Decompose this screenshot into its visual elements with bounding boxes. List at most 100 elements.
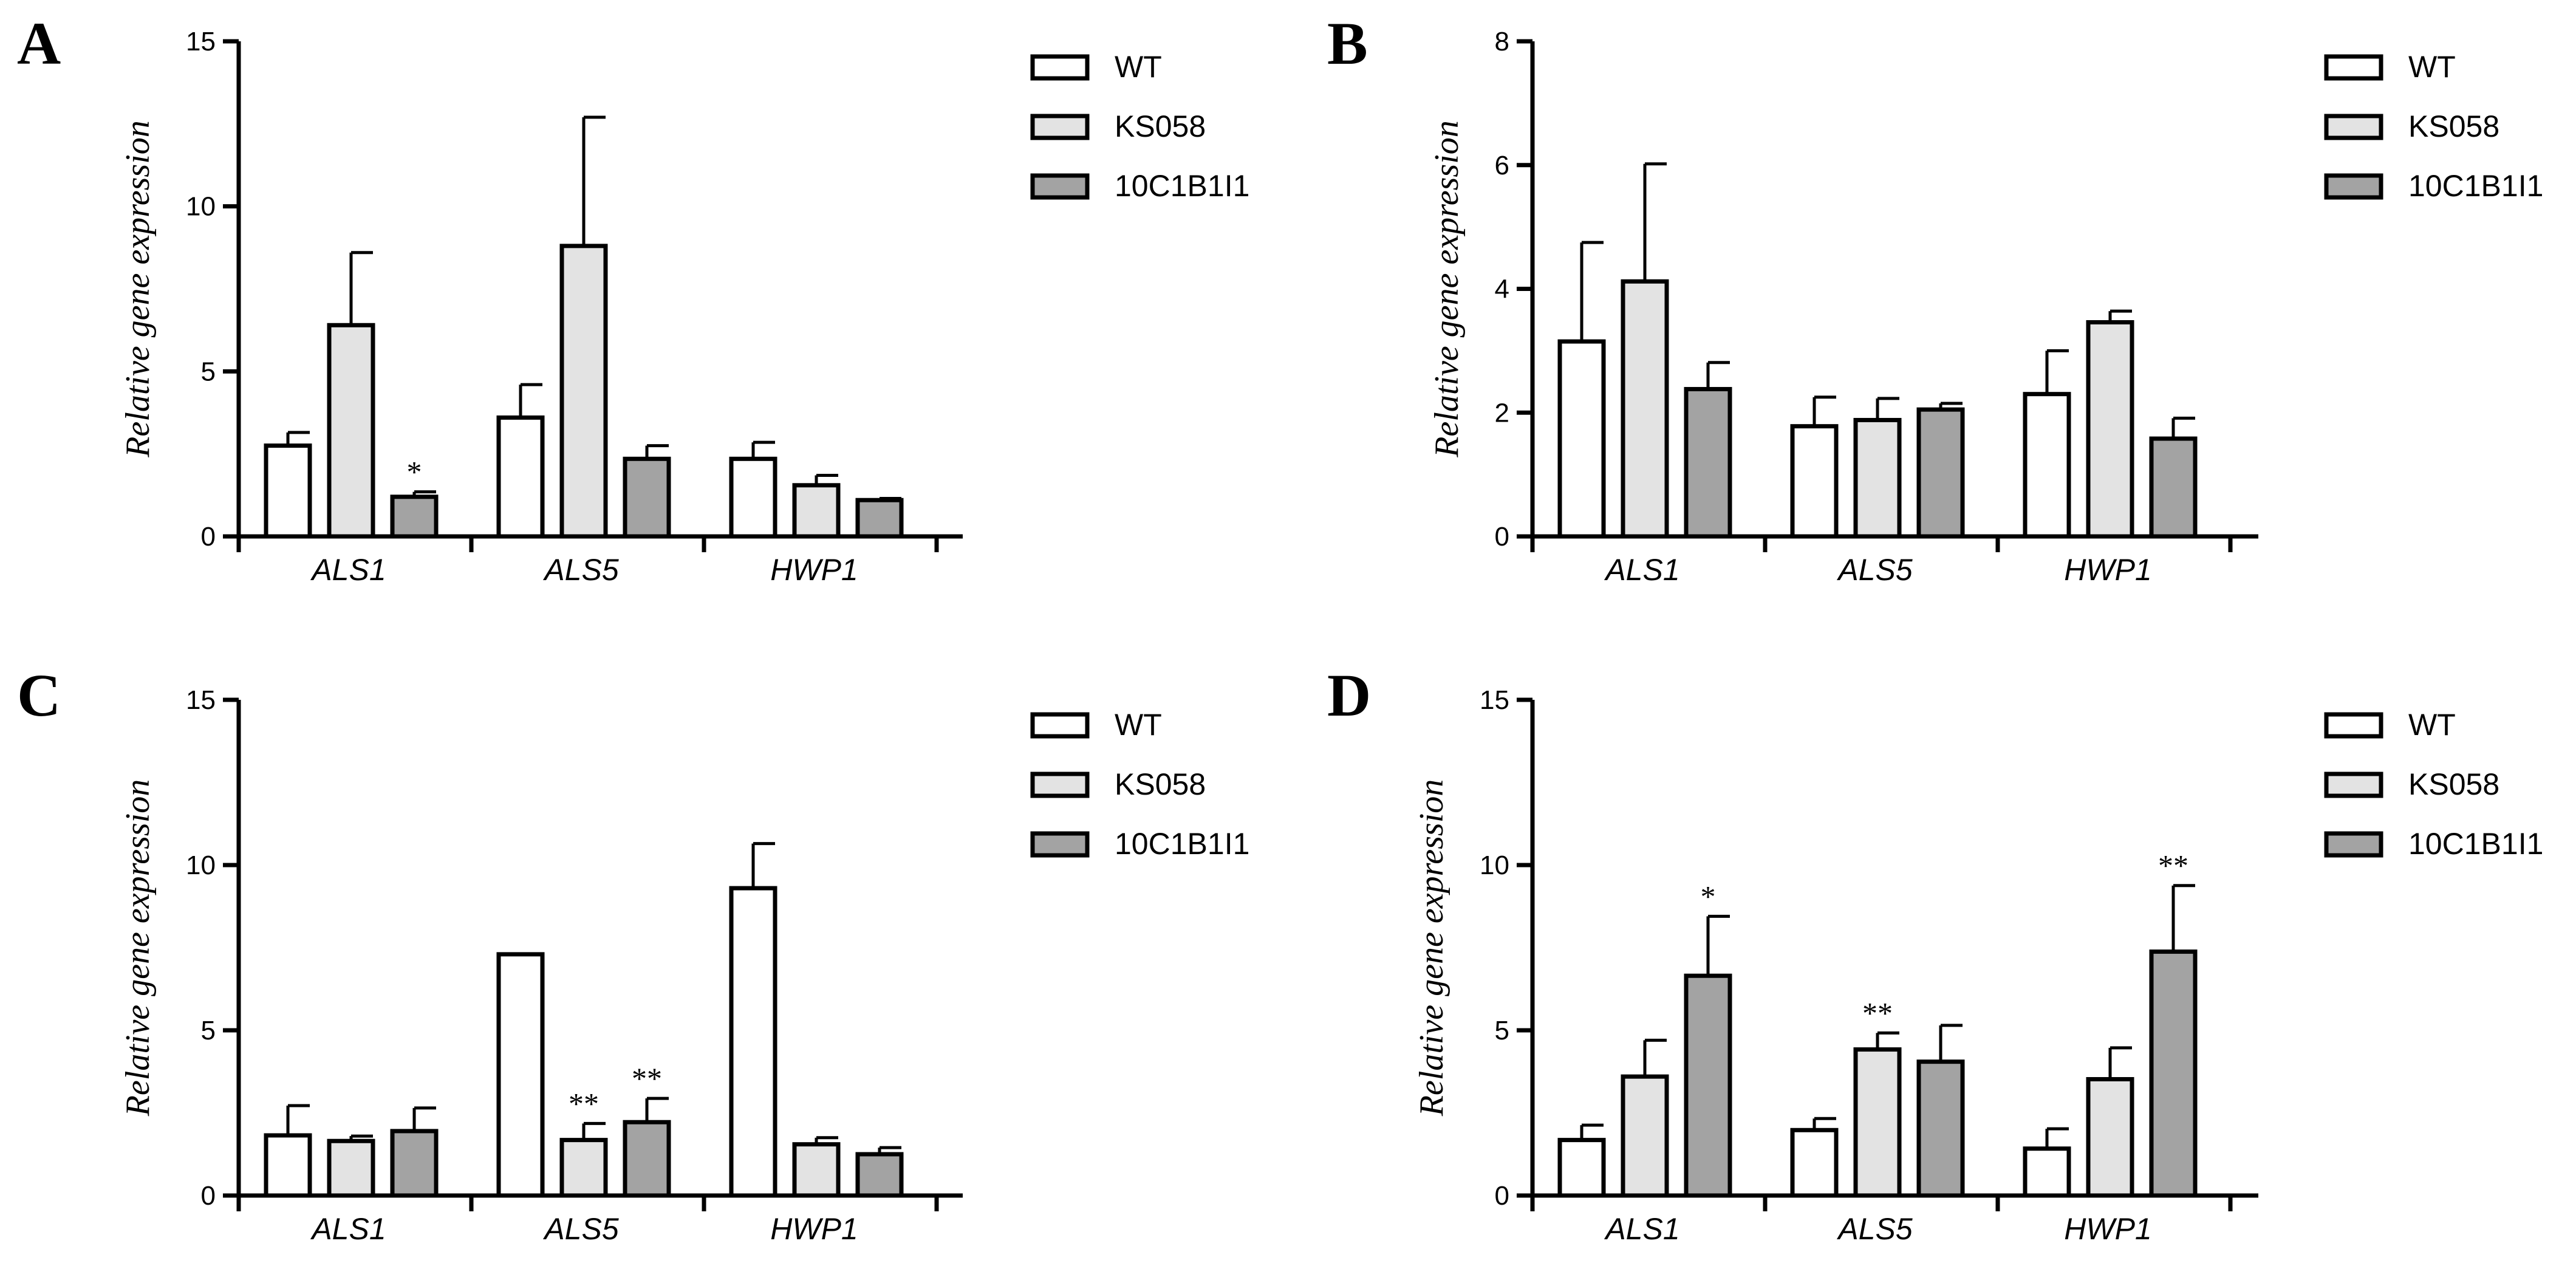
significance-mark: **	[1862, 996, 1893, 1030]
significance-mark: *	[1701, 879, 1716, 913]
y-tick-label: 2	[1495, 398, 1509, 428]
bar-WT-ALS5	[496, 952, 545, 1198]
chart-panel-D: D 0 5 10 15 Relative gene expression * ALS1 ** AL…	[1327, 662, 2543, 1246]
y-tick-label: 0	[201, 1181, 216, 1211]
significance-mark: *	[407, 455, 422, 489]
legend-label: WT	[2408, 50, 2456, 84]
bar-WT-ALS5	[1790, 1127, 1839, 1198]
y-tick-label: 10	[1480, 850, 1509, 880]
bar-KS058-HWP1	[792, 483, 841, 539]
panel-letter: A	[17, 10, 61, 77]
significance-mark: **	[632, 1061, 662, 1095]
legend-swatch	[2324, 54, 2383, 81]
y-tick-label: 0	[1495, 1181, 1509, 1211]
y-tick-label: 5	[1495, 1016, 1509, 1045]
legend-label: WT	[2408, 708, 2456, 742]
y-tick-label: 15	[186, 685, 216, 715]
bar-WT-HWP1	[2023, 1146, 2071, 1198]
bar-KS058-ALS1	[327, 1138, 375, 1198]
bar-10C1B1I1-ALS5	[623, 456, 671, 539]
legend-swatch	[2324, 712, 2383, 739]
bar-WT-HWP1	[729, 456, 777, 539]
bar-KS058-HWP1	[2086, 320, 2134, 539]
bar-KS058-ALS1	[327, 323, 375, 539]
y-tick-label: 10	[186, 192, 216, 222]
y-tick-label: 10	[186, 850, 216, 880]
legend-swatch	[2324, 114, 2383, 140]
y-tick-label: 0	[201, 522, 216, 552]
legend-label: 10C1B1I1	[2408, 169, 2543, 203]
bar-KS058-ALS5	[559, 1138, 608, 1198]
x-category-label: ALS1	[310, 1212, 386, 1246]
bar-10C1B1I1-HWP1	[855, 498, 904, 539]
legend-label: KS058	[2408, 767, 2499, 801]
chart-panel-A: A 0 5 10 15 Relative gene expression * ALS1 ALS5…	[17, 10, 1249, 587]
x-category-label: HWP1	[2064, 1212, 2151, 1246]
legend-label: 10C1B1I1	[2408, 827, 2543, 861]
bar-10C1B1I1-ALS5	[1916, 407, 1965, 539]
bar-WT-ALS1	[264, 443, 312, 539]
x-category-label: ALS5	[542, 553, 619, 587]
legend-swatch	[1030, 712, 1090, 739]
y-tick-label: 15	[186, 27, 216, 56]
bar-WT-ALS5	[1790, 424, 1839, 539]
legend-swatch	[2324, 772, 2383, 798]
legend-swatch	[1030, 173, 1090, 200]
x-category-label: ALS5	[542, 1212, 619, 1246]
panel-letter: D	[1327, 662, 1371, 729]
bar-10C1B1I1-HWP1	[855, 1152, 904, 1198]
bar-KS058-ALS5	[1853, 1047, 1902, 1198]
y-tick-label: 6	[1495, 151, 1509, 180]
bar-10C1B1I1-HWP1	[2149, 436, 2198, 539]
legend-swatch	[1030, 114, 1090, 140]
bar-WT-ALS1	[1557, 1138, 1606, 1198]
y-tick-label: 5	[201, 357, 216, 386]
x-category-label: ALS5	[1836, 1212, 1913, 1246]
bar-10C1B1I1-ALS5	[1916, 1059, 1965, 1198]
bar-KS058-ALS1	[1621, 1074, 1669, 1198]
bar-KS058-HWP1	[2086, 1077, 2134, 1198]
x-category-label: ALS1	[1604, 553, 1679, 587]
y-tick-label: 5	[201, 1016, 216, 1045]
legend-label: KS058	[1115, 109, 1206, 143]
legend-swatch	[2324, 831, 2383, 858]
x-category-label: HWP1	[770, 1212, 858, 1246]
y-axis-title: Relative gene expression	[1428, 120, 1466, 458]
bar-10C1B1I1-ALS1	[1684, 973, 1732, 1198]
bar-WT-ALS1	[1557, 339, 1606, 539]
x-category-label: ALS1	[310, 553, 386, 587]
bar-WT-ALS1	[264, 1133, 312, 1198]
legend-label: KS058	[2408, 109, 2499, 143]
x-category-label: HWP1	[770, 553, 858, 587]
bar-10C1B1I1-ALS1	[390, 494, 439, 539]
chart-panel-C: C 0 5 10 15 Relative gene expression ALS1 ** ** A…	[17, 662, 1249, 1246]
bar-KS058-ALS5	[559, 244, 608, 539]
legend-label: 10C1B1I1	[1115, 827, 1249, 861]
y-tick-label: 4	[1495, 275, 1509, 304]
x-category-label: HWP1	[2064, 553, 2151, 587]
significance-mark: **	[569, 1086, 599, 1120]
bar-10C1B1I1-ALS1	[1684, 387, 1732, 539]
legend-label: WT	[1115, 708, 1162, 742]
bar-KS058-ALS1	[1621, 279, 1669, 539]
legend-label: KS058	[1115, 767, 1206, 801]
legend-swatch	[2324, 173, 2383, 200]
y-tick-label: 0	[1495, 522, 1509, 552]
chart-panel-B: B 0 2 4 6 8 Relative gene expression ALS1 ALS5 HW…	[1327, 10, 2543, 587]
y-tick-label: 15	[1480, 685, 1509, 715]
legend-label: 10C1B1I1	[1115, 169, 1249, 203]
x-category-label: ALS1	[1604, 1212, 1679, 1246]
bar-KS058-HWP1	[792, 1142, 841, 1198]
y-axis-title: Relative gene expression	[119, 779, 157, 1117]
legend-swatch	[1030, 54, 1090, 81]
y-tick-label: 8	[1495, 27, 1509, 56]
significance-mark: **	[2158, 849, 2188, 883]
bar-10C1B1I1-ALS1	[390, 1129, 439, 1198]
bar-WT-HWP1	[2023, 392, 2071, 539]
bar-10C1B1I1-ALS5	[623, 1120, 671, 1198]
legend-swatch	[1030, 772, 1090, 798]
panel-letter: B	[1327, 10, 1368, 77]
legend-label: WT	[1115, 50, 1162, 84]
x-category-label: ALS5	[1836, 553, 1913, 587]
